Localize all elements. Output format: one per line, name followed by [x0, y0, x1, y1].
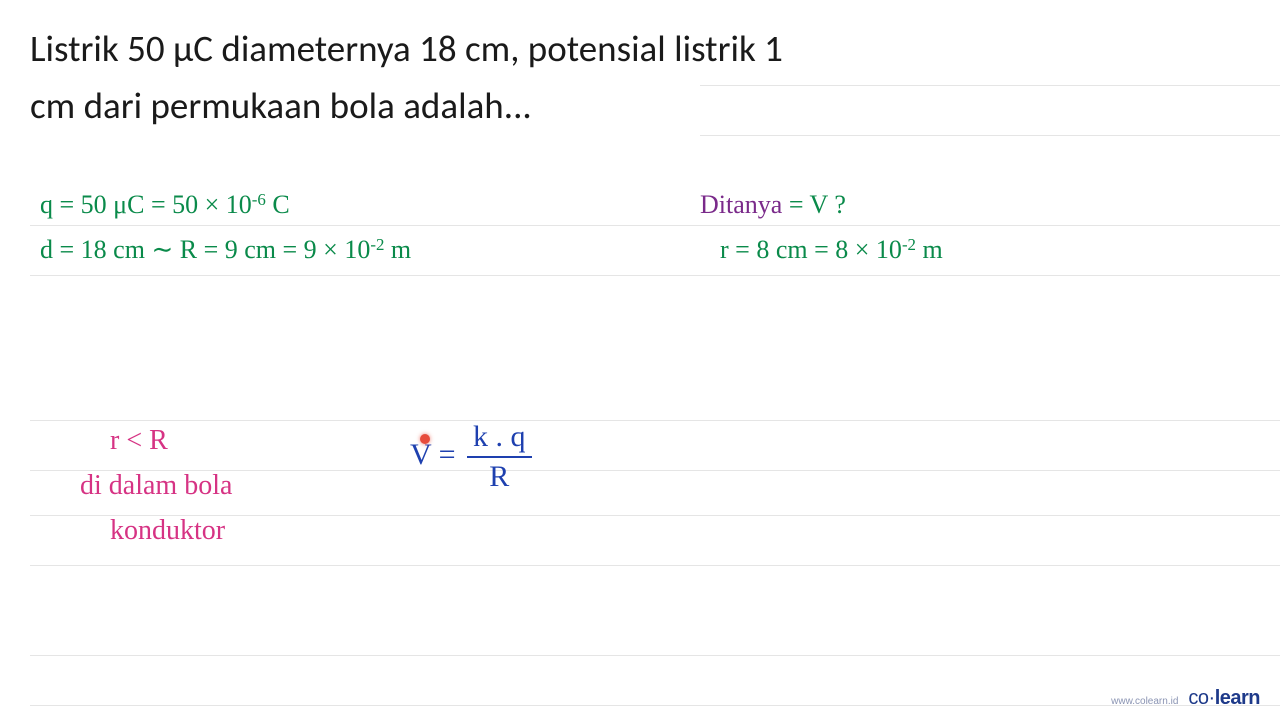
pointer-dot-icon [420, 434, 430, 444]
problem-line-1: Listrik 50 μC diameternya 18 cm, potensi… [30, 26, 783, 71]
rule-line [30, 565, 1280, 566]
rule-line [30, 275, 1280, 276]
charge-expr-left: = 50 μC = [60, 190, 166, 219]
formula-numerator: k . q [467, 420, 532, 458]
problem-statement: Listrik 50 μC diameternya 18 cm, potensi… [30, 20, 1250, 135]
diameter-label: d [40, 235, 53, 264]
ruled-paper-area: q = 50 μC = 50 × 10-6 C d = 18 cm ∼ R = … [0, 175, 1280, 720]
asked-equals: = [789, 190, 804, 219]
condition-note-2: konduktor [110, 515, 225, 547]
rule-line [700, 85, 1280, 86]
rule-line [700, 135, 1280, 136]
radius-expr: = 9 cm = 9 × 10-2 m [204, 235, 412, 264]
asked-variable: V ? [810, 190, 846, 219]
condition-inequality: r < R [110, 425, 168, 457]
brand-logo: co·learn [1188, 687, 1260, 710]
asked-block: Ditanya = V ? [700, 190, 846, 220]
r-label: r [720, 235, 729, 264]
rule-line [30, 705, 1280, 706]
rule-line [30, 420, 1280, 421]
r-expr: = 8 cm = 8 × 10-2 m [735, 235, 943, 264]
asked-r: r = 8 cm = 8 × 10-2 m [720, 235, 943, 265]
formula-fraction: k . q R [467, 420, 532, 494]
brand-logo-suffix: learn [1215, 687, 1260, 709]
rule-line [30, 225, 1280, 226]
problem-line-2: cm dari permukaan bola adalah... [30, 83, 532, 128]
asked-label: Ditanya [700, 190, 782, 219]
condition-note-1: di dalam bola [80, 470, 232, 502]
charge-expr-right: 50 × 10-6 C [172, 190, 290, 219]
formula-denominator: R [467, 458, 532, 494]
rule-line [30, 655, 1280, 656]
given-charge: q = 50 μC = 50 × 10-6 C [40, 190, 290, 220]
brand-logo-prefix: co· [1188, 687, 1214, 709]
charge-label: q [40, 190, 53, 219]
formula: V = k . q R [410, 420, 532, 494]
given-diameter: d = 18 cm ∼ R = 9 cm = 9 × 10-2 m [40, 235, 411, 265]
radius-label: R [180, 235, 197, 264]
formula-equals: = [439, 438, 456, 471]
tilde: ∼ [151, 235, 173, 264]
formula-lhs: V [410, 438, 439, 471]
brand-url: www.colearn.id [1111, 696, 1178, 707]
brand-footer: www.colearn.id co·learn [1111, 687, 1260, 710]
diameter-expr1: = 18 cm [60, 235, 145, 264]
